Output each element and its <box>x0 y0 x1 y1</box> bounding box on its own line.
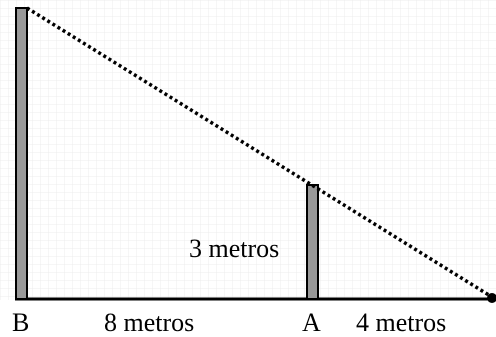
point-b-label: B <box>12 308 29 337</box>
end-point-dot <box>487 293 496 303</box>
pole-b <box>15 7 28 300</box>
distance-b-a-label: 8 metros <box>104 308 194 337</box>
point-a-label: A <box>302 308 321 337</box>
background-grid <box>0 0 496 300</box>
distance-a-end-label: 4 metros <box>356 308 446 337</box>
pole-a <box>306 184 319 300</box>
pole-a-height-label: 3 metros <box>189 234 279 263</box>
dotted-sight-line <box>26 6 493 299</box>
